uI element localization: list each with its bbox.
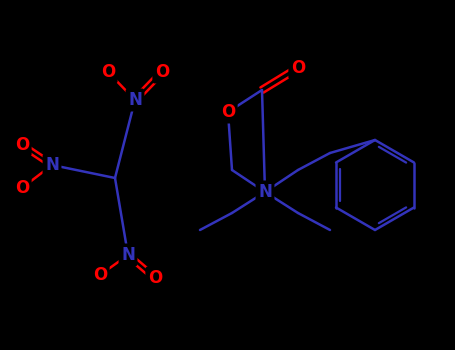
Text: O: O [221, 103, 235, 121]
Text: N: N [45, 156, 59, 174]
Text: O: O [291, 59, 305, 77]
Text: N: N [258, 183, 272, 201]
Text: O: O [93, 266, 107, 284]
Text: O: O [15, 179, 29, 197]
Text: O: O [101, 63, 115, 81]
Text: O: O [148, 269, 162, 287]
Text: N: N [121, 246, 135, 264]
Text: O: O [15, 136, 29, 154]
Text: N: N [128, 91, 142, 109]
Text: O: O [155, 63, 169, 81]
